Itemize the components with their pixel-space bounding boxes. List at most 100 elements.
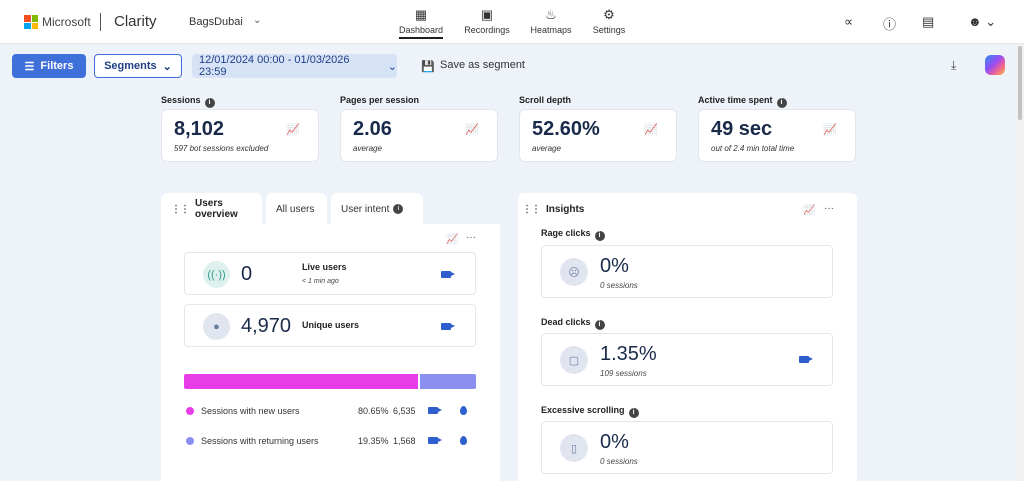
trend-chart-icon[interactable]: 📈 (446, 234, 459, 245)
save-icon[interactable]: 💾 (421, 61, 435, 73)
share-icon[interactable]: ∝ (844, 14, 854, 29)
heatmaps-icon: ♨ (545, 7, 557, 22)
recordings-icon: ▣ (480, 7, 494, 22)
recording-camera-icon[interactable] (441, 271, 455, 278)
tab-all-users[interactable]: All users (266, 193, 327, 225)
tab-user-intent-label: User intent (341, 203, 390, 215)
tab-users-overview[interactable]: ⋮⋮ Users overview (161, 193, 262, 225)
rage-clicks-label: Rage clicks i (541, 228, 605, 241)
insights-title: ⋮⋮ Insights (522, 204, 585, 215)
heatmap-icon[interactable] (460, 406, 467, 415)
new-users-pct: 80.65% (358, 406, 389, 416)
unique-users-box: ● 4,970 Unique users (184, 304, 476, 347)
trend-chart-icon[interactable]: 📈 (465, 124, 479, 136)
nav-heatmaps-label: Heatmaps (530, 25, 572, 35)
user-icon: ● (203, 313, 230, 340)
filters-button[interactable]: ☰ Filters (12, 54, 86, 78)
copilot-icon[interactable] (985, 55, 1005, 75)
nav-dashboard[interactable]: ▦ Dashboard (391, 7, 451, 39)
date-range-picker[interactable]: 12/01/2024 00:00 - 01/03/2026 23:59 ⌄ (192, 54, 397, 78)
filter-icon: ☰ (24, 60, 35, 73)
sessions-label: Sessions i (161, 95, 215, 108)
tab-user-intent[interactable]: User intent i (331, 193, 423, 225)
microsoft-logo-icon (24, 15, 38, 29)
info-icon[interactable]: i (594, 320, 605, 330)
heatmap-icon[interactable] (460, 436, 467, 445)
date-range-value: 12/01/2024 00:00 - 01/03/2026 23:59 (199, 54, 350, 78)
scroll-device-icon: ▯ (560, 434, 588, 462)
brand-microsoft: Microsoft (42, 15, 91, 29)
info-icon[interactable]: i (204, 98, 215, 108)
drag-handle-icon[interactable]: ⋮⋮ (522, 204, 541, 215)
recording-camera-icon[interactable] (428, 437, 442, 444)
info-icon[interactable]: i (628, 408, 639, 418)
help-icon[interactable]: ⓘ (883, 17, 897, 32)
returning-users-count: 1,568 (393, 436, 416, 446)
nav-recordings[interactable]: ▣ Recordings (457, 7, 517, 35)
nav-heatmaps[interactable]: ♨ Heatmaps (521, 7, 581, 35)
tab-all-users-label: All users (276, 203, 315, 215)
broadcast-icon: ((·)) (203, 261, 230, 288)
live-users-box: ((·)) 0 Live users < 1 min ago (184, 252, 476, 295)
sessions-card: 8,102 597 bot sessions excluded 📈 (161, 109, 319, 162)
angry-face-icon: ☹ (560, 258, 588, 286)
drag-handle-icon[interactable]: ⋮⋮ (171, 203, 190, 215)
live-users-sub: < 1 min ago (302, 278, 339, 285)
settings-icon: ⚙ (603, 7, 615, 22)
project-selector[interactable]: BagsDubai (189, 16, 243, 28)
new-users-legend-label: Sessions with new users (201, 406, 300, 416)
recording-camera-icon[interactable] (799, 356, 813, 363)
dead-clicks-value: 1.35% (600, 343, 657, 365)
brand-clarity[interactable]: Clarity (114, 13, 157, 30)
unique-users-title: Unique users (302, 320, 360, 330)
nav-settings-label: Settings (592, 25, 626, 35)
excessive-scrolling-label: Excessive scrolling i (541, 405, 639, 418)
scrollbar-thumb[interactable] (1018, 46, 1022, 120)
scroll-depth-value: 52.60% (532, 118, 600, 140)
page-scrollbar[interactable] (1016, 44, 1024, 481)
segments-button[interactable]: Segments ⌄ (94, 54, 182, 78)
trend-chart-icon[interactable]: 📈 (823, 124, 837, 136)
nav-settings[interactable]: ⚙ Settings (579, 7, 639, 35)
chevron-down-icon: ⌄ (387, 60, 397, 73)
info-icon[interactable]: i (393, 204, 404, 214)
save-segment-button[interactable]: Save as segment (440, 59, 525, 71)
returning-users-legend-label: Sessions with returning users (201, 436, 319, 446)
info-icon[interactable]: i (594, 231, 605, 241)
tab-users-overview-label: Users overview (195, 198, 238, 220)
account-icon[interactable]: ☻ ⌄ (968, 14, 997, 29)
trend-chart-icon[interactable]: 📈 (286, 124, 300, 136)
unique-users-value: 4,970 (241, 315, 292, 337)
dead-click-icon: ▢ (560, 346, 588, 374)
active-time-sub: out of 2.4 min total time (711, 144, 795, 153)
rage-clicks-value: 0% (600, 255, 629, 277)
more-options-icon[interactable]: ··· (466, 232, 476, 243)
download-icon[interactable]: ⤓ (951, 58, 957, 72)
document-icon[interactable]: ▤ (922, 14, 935, 29)
scroll-depth-card: 52.60% average 📈 (519, 109, 677, 162)
excessive-scrolling-sub: 0 sessions (600, 457, 638, 466)
excessive-scrolling-box[interactable]: ▯ 0% 0 sessions (541, 421, 833, 474)
returning-users-pct: 19.35% (358, 436, 389, 446)
scroll-depth-sub: average (532, 144, 561, 153)
dead-clicks-sub: 109 sessions (600, 369, 647, 378)
returning-users-bar[interactable] (420, 374, 476, 389)
live-users-value: 0 (241, 263, 253, 285)
new-users-count: 6,535 (393, 406, 416, 416)
pages-per-session-value: 2.06 (353, 118, 392, 140)
filters-label: Filters (40, 60, 74, 72)
info-icon[interactable]: i (776, 98, 787, 108)
new-users-bar[interactable] (184, 374, 418, 389)
rage-clicks-box[interactable]: ☹ 0% 0 sessions (541, 245, 833, 298)
pages-per-session-label: Pages per session (340, 95, 420, 105)
chevron-down-icon[interactable]: ⌄ (253, 15, 262, 26)
trend-chart-icon[interactable]: 📈 (644, 124, 658, 136)
active-time-label: Active time spent i (698, 95, 787, 108)
sessions-value: 8,102 (174, 118, 225, 140)
dead-clicks-box[interactable]: ▢ 1.35% 109 sessions (541, 333, 833, 386)
recording-camera-icon[interactable] (428, 407, 442, 414)
dashboard-icon: ▦ (414, 7, 428, 22)
trend-chart-icon[interactable]: 📈 (803, 205, 816, 216)
recording-camera-icon[interactable] (441, 323, 455, 330)
more-options-icon[interactable]: ··· (824, 203, 834, 214)
